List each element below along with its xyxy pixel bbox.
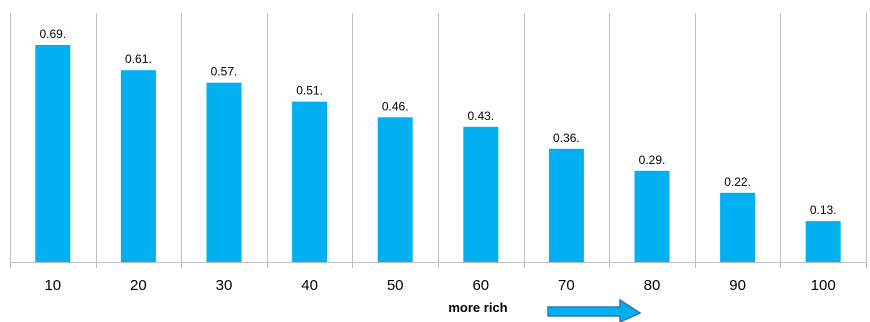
x-tick-label: 30 [216,277,233,294]
bar [634,170,670,262]
data-label: 0.51. [296,84,323,98]
x-tick-labels: 10 20 30 40 50 60 70 80 90 100 [44,277,835,294]
x-tick-label: 80 [644,277,661,294]
direction-arrow-icon [547,298,642,322]
bar-series [35,45,841,262]
data-label: 0.43. [467,109,494,123]
bar [377,117,413,262]
x-tick-label: 90 [729,277,746,294]
bar [720,192,756,262]
bar [206,82,242,262]
data-label: 0.46. [382,99,409,113]
bar [35,45,71,262]
bar [120,70,156,262]
x-tick-label: 40 [301,277,318,294]
data-label: 0.61. [125,52,152,66]
x-tick-label: 100 [811,277,836,294]
data-label: 0.69. [39,27,66,41]
vertical-gridlines [10,13,867,268]
bar [548,148,584,262]
x-tick-label: 10 [44,277,61,294]
data-label: 0.13. [810,203,837,217]
x-tick-label: 50 [387,277,404,294]
bar [292,101,328,262]
data-label: 0.29. [639,153,666,167]
x-axis-title: more rich [448,300,507,315]
x-tick-label: 70 [558,277,575,294]
data-label: 0.22. [724,175,751,189]
data-label: 0.36. [553,131,580,145]
bar [463,126,499,262]
bar [805,221,841,262]
x-tick-label: 20 [130,277,147,294]
data-label-group: 0.69. 0.61. 0.57. 0.51. 0.46. 0.43. 0.36. 0.29.… [39,27,836,217]
data-label: 0.57. [211,65,238,79]
x-tick-label: 60 [472,277,489,294]
